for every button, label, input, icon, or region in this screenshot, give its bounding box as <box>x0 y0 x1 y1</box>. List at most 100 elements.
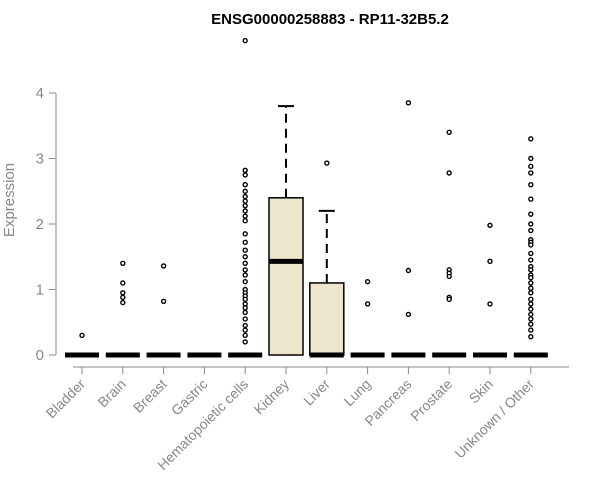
outlier-point <box>242 37 248 44</box>
outlier-point <box>242 316 248 322</box>
outlier-point <box>487 222 493 229</box>
outlier-point <box>242 339 248 345</box>
outlier-point <box>242 202 248 209</box>
outlier-point <box>528 296 534 303</box>
box-breast <box>146 263 181 358</box>
outlier-point <box>242 267 248 273</box>
boxes-group <box>65 37 548 358</box>
outlier-point <box>446 273 452 280</box>
y-axis: 0 1 2 3 4 <box>36 85 57 364</box>
outlier-point <box>528 290 534 296</box>
outlier-point <box>242 332 248 339</box>
outlier-point <box>242 231 248 237</box>
outlier-point <box>528 333 534 340</box>
outlier-point <box>242 278 248 285</box>
box-rect <box>309 282 345 356</box>
x-tick-label: Lung <box>340 376 373 409</box>
outlier-point <box>528 221 534 227</box>
outlier-point <box>79 332 85 339</box>
box-brain <box>105 260 140 358</box>
x-tick-label: Breast <box>130 376 170 416</box>
outlier-point <box>242 247 248 253</box>
outlier-point <box>528 311 534 318</box>
outlier-point <box>528 257 534 263</box>
box-liver <box>309 160 345 358</box>
outlier-point <box>242 296 248 303</box>
box-skin <box>473 222 507 358</box>
outlier-point <box>405 100 412 106</box>
outlier-point <box>487 258 493 265</box>
outlier-point <box>242 167 248 173</box>
outlier-point <box>528 155 534 162</box>
outlier-point <box>242 218 248 224</box>
outlier-point <box>528 136 534 142</box>
outlier-point <box>446 129 452 136</box>
box-prostate <box>432 129 467 358</box>
outlier-point <box>120 260 126 266</box>
box-hematopoietic-cells <box>228 37 263 358</box>
box-kidney <box>268 105 304 356</box>
x-tick-label: Bladder <box>43 376 89 422</box>
outlier-point <box>528 170 534 176</box>
box-rect <box>268 197 304 356</box>
outlier-point <box>446 296 452 303</box>
x-tick-label: Skin <box>466 376 497 407</box>
chart-title: ENSG00000258883 - RP11-32B5.2 <box>211 11 449 28</box>
outlier-point <box>120 280 126 286</box>
outlier-point <box>528 306 534 312</box>
outlier-point <box>528 196 534 202</box>
outlier-point <box>120 290 126 296</box>
y-tick-label: 0 <box>36 347 44 364</box>
outlier-point <box>528 163 534 170</box>
outlier-point <box>242 193 248 200</box>
outlier-point <box>528 321 534 327</box>
x-tick-label: Kidney <box>251 376 293 418</box>
y-axis-label: Expression <box>1 163 18 237</box>
outlier-point <box>242 305 248 311</box>
outlier-point <box>242 172 248 178</box>
x-tick-label: Liver <box>300 376 333 409</box>
outlier-point <box>528 316 534 322</box>
x-tick-label: Prostate <box>407 376 455 424</box>
outlier-point <box>446 170 452 176</box>
outlier-point <box>405 267 412 274</box>
x-tick-label: Brain <box>94 376 128 410</box>
outlier-point <box>364 301 371 307</box>
outlier-point <box>160 298 167 304</box>
outlier-point <box>242 260 248 266</box>
outlier-point <box>528 242 534 248</box>
outlier-point <box>528 327 534 333</box>
y-tick-label: 3 <box>36 151 44 168</box>
outlier-point <box>405 311 412 318</box>
outlier-point <box>364 278 371 285</box>
outlier-point <box>528 267 534 273</box>
outlier-point <box>324 160 330 166</box>
outlier-point <box>120 294 126 301</box>
outlier-point <box>242 239 248 246</box>
outlier-point <box>242 327 248 333</box>
outlier-point <box>160 263 167 269</box>
outlier-point <box>528 181 534 188</box>
outlier-point <box>528 280 534 286</box>
outlier-point <box>528 285 534 291</box>
box-lung <box>350 278 385 358</box>
outlier-point <box>242 181 248 188</box>
outlier-point <box>242 254 248 260</box>
outlier-point <box>242 213 248 219</box>
outlier-point <box>487 301 493 307</box>
outlier-point <box>528 301 534 307</box>
outlier-point <box>528 250 534 257</box>
outlier-point <box>528 227 534 234</box>
outlier-point <box>242 272 248 278</box>
outlier-point <box>242 198 248 204</box>
outlier-point <box>242 188 248 194</box>
outlier-point <box>242 322 248 329</box>
outlier-point <box>528 211 534 217</box>
box-pancreas <box>391 100 426 358</box>
y-tick-label: 1 <box>36 282 44 299</box>
box-bladder <box>65 332 99 358</box>
y-tick-label: 2 <box>36 216 44 233</box>
outlier-point <box>120 299 126 306</box>
outlier-point <box>242 309 248 316</box>
